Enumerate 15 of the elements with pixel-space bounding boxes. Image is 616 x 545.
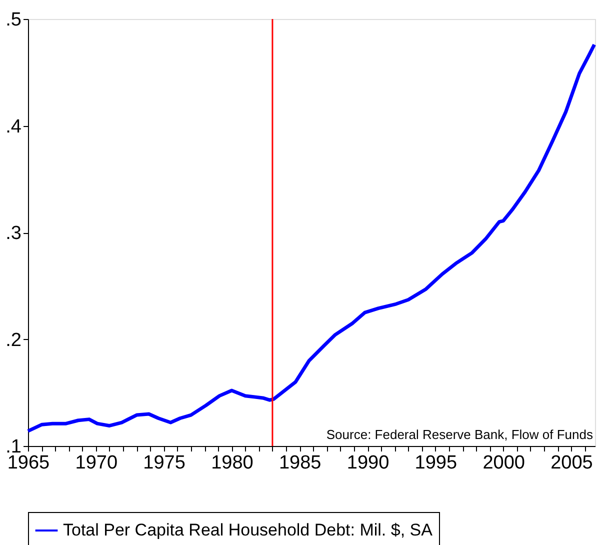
x-tick-label: 1975 — [143, 452, 186, 474]
x-tick-label: 2005 — [550, 452, 593, 474]
legend-label: Total Per Capita Real Household Debt: Mil. $, SA — [63, 520, 434, 540]
x-tick-label: 2000 — [482, 452, 525, 474]
x-tick-label: 1990 — [346, 452, 390, 474]
y-tick-label: .5 — [6, 10, 22, 30]
x-tick-label: 1985 — [278, 452, 322, 474]
x-tick-label: 1980 — [211, 452, 254, 474]
y-tick-label: .4 — [6, 116, 22, 138]
y-tick-label: .2 — [6, 330, 22, 351]
x-tick-label: 1965 — [7, 452, 50, 474]
x-tick-label: 1970 — [75, 452, 118, 474]
y-tick-label: .3 — [6, 223, 22, 244]
annotation: Source: Federal Reserve Bank, Flow of Funds — [326, 427, 594, 442]
x-tick-label: 1995 — [414, 452, 458, 474]
